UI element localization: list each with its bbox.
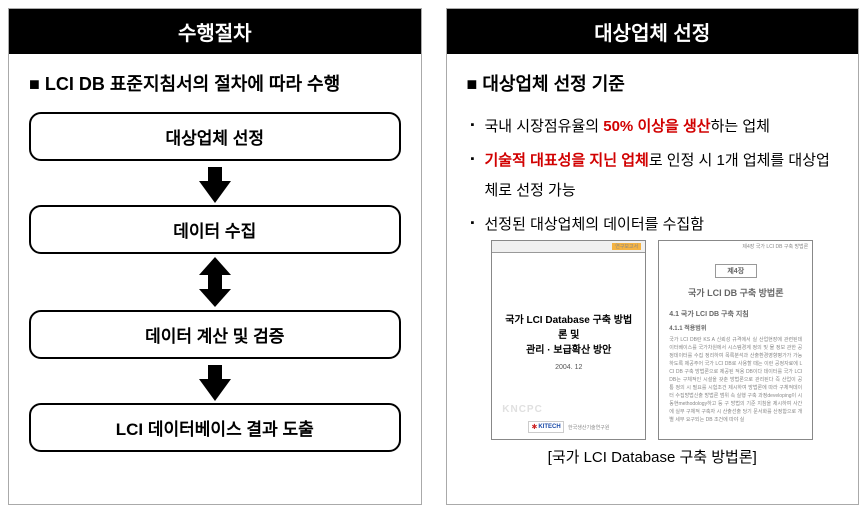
thumb1-body: 국가 LCI Database 구축 방법론 및 관리 · 보급확산 방안 20…: [492, 253, 645, 439]
arrow-mid-icon: [208, 275, 222, 289]
thumb1-watermark: KNCPC: [502, 404, 543, 415]
thumb-tab: 연구보고서: [612, 243, 641, 250]
line2: 관리 · 보급확산 방안: [526, 345, 611, 356]
left-header: 수행절차: [9, 9, 421, 54]
criteria-item-1: 국내 시장점유율의 50% 이상을 생산하는 업체: [471, 112, 839, 142]
thumb1-date: 2004. 12: [502, 364, 635, 371]
flow-step-3: 데이터 계산 및 검증: [29, 310, 401, 359]
right-panel: 대상업체 선정 대상업체 선정 기준 국내 시장점유율의 50% 이상을 생산하…: [446, 8, 860, 505]
thumb2-sub: 4.1 국가 LCI DB 구축 지침: [669, 309, 802, 319]
right-header: 대상업체 선정: [447, 9, 859, 54]
text: 하는 업체: [711, 118, 770, 135]
highlight: 기술적 대표성을 지닌 업체: [485, 152, 649, 169]
thumb2-header: 제4장 국가 LCI DB 구축 방법론: [659, 241, 812, 252]
flow-step-1: 대상업체 선정: [29, 112, 401, 161]
text: 국내 시장점유율의: [485, 118, 604, 135]
left-panel: 수행절차 LCI DB 표준지침서의 절차에 따라 수행 대상업체 선정 데이터…: [8, 8, 422, 505]
arrow-2: [199, 256, 231, 308]
document-thumbs: 연구보고서 국가 LCI Database 구축 방법론 및 관리 · 보급확산…: [467, 240, 839, 440]
thumb-top-bar: 연구보고서: [492, 241, 645, 253]
logo-box: ✱ KITECH: [528, 421, 564, 433]
highlight: 50% 이상을 생산: [603, 118, 710, 135]
arrow-1: [199, 163, 231, 203]
criteria-list: 국내 시장점유율의 50% 이상을 생산하는 업체 기술적 대표성을 지닌 업체…: [467, 112, 839, 244]
arrow-3: [199, 361, 231, 401]
arrow-down-icon: [199, 181, 231, 203]
thumb2-sub2: 4.1.1 적용범위: [669, 323, 802, 332]
criteria-item-3: 선정된 대상업체의 데이터를 수집함: [471, 210, 839, 240]
logo-text: KITECH: [538, 424, 560, 430]
left-title: LCI DB 표준지침서의 절차에 따라 수행: [29, 70, 401, 96]
right-title: 대상업체 선정 기준: [467, 70, 839, 96]
arrow-down-icon: [199, 379, 231, 401]
left-body: LCI DB 표준지침서의 절차에 따라 수행 대상업체 선정 데이터 수집 데…: [9, 54, 421, 496]
right-body: 대상업체 선정 기준 국내 시장점유율의 50% 이상을 생산하는 업체 기술적…: [447, 54, 859, 496]
thumb2-para: 국가 LCI DB란 KS A 신뢰성 규격에서 실 산업현장에 관련된데이터베…: [669, 336, 802, 424]
thumbs-caption: [국가 LCI Database 구축 방법론]: [467, 446, 839, 467]
line1: 국가 LCI Database 구축 방법론 및: [505, 315, 632, 341]
thumb-page: 제4장 국가 LCI DB 구축 방법론 제4장 국가 LCI DB 구축 방법…: [658, 240, 813, 440]
thumb2-title: 국가 LCI DB 구축 방법론: [669, 286, 802, 299]
criteria-item-2: 기술적 대표성을 지닌 업체로 인정 시 1개 업체를 대상업체로 선정 가능: [471, 146, 839, 206]
flow-step-2: 데이터 수집: [29, 205, 401, 254]
thumb2-body: 제4장 국가 LCI DB 구축 방법론 4.1 국가 LCI DB 구축 지침…: [659, 252, 812, 438]
thumb2-badge: 제4장: [715, 264, 757, 278]
flow-diagram: 대상업체 선정 데이터 수집 데이터 계산 및 검증 LCI 데이터베이스 결과…: [29, 112, 401, 452]
text: 선정된 대상업체의 데이터를 수집함: [485, 216, 705, 233]
arrow-down-icon: [199, 289, 231, 307]
thumb1-logo-area: ✱ KITECH 한국생산기술연구원: [492, 421, 645, 433]
logo-sub: 한국생산기술연구원: [568, 424, 609, 431]
flow-step-4: LCI 데이터베이스 결과 도출: [29, 403, 401, 452]
thumb1-title: 국가 LCI Database 구축 방법론 및 관리 · 보급확산 방안: [502, 313, 635, 358]
arrow-up-icon: [199, 257, 231, 275]
thumb-cover: 연구보고서 국가 LCI Database 구축 방법론 및 관리 · 보급확산…: [491, 240, 646, 440]
logo-icon: ✱: [531, 423, 537, 431]
